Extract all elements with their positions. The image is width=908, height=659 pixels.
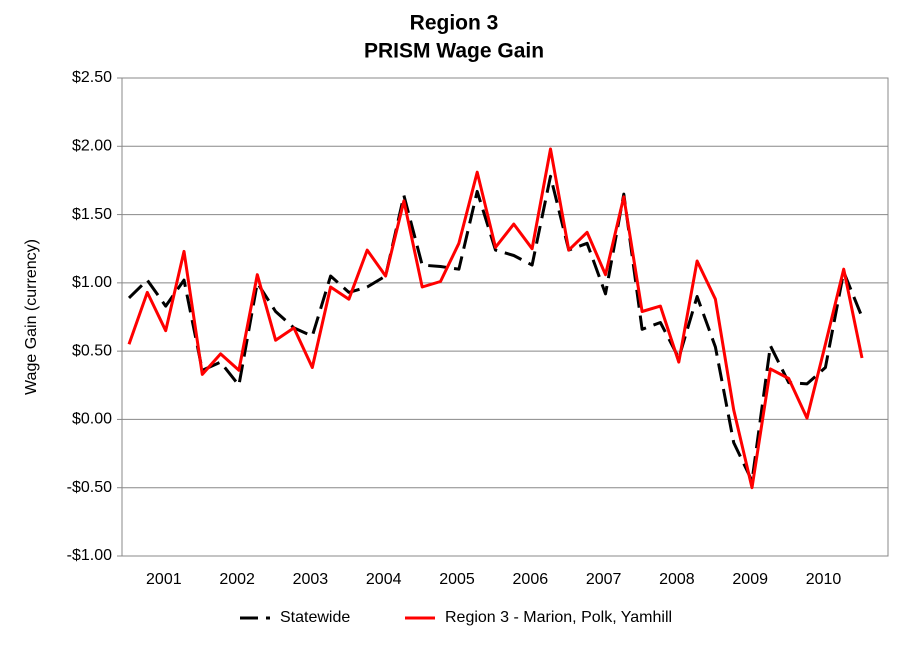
y-tick-label: $0.00 xyxy=(72,411,112,428)
chart-subtitle: PRISM Wage Gain xyxy=(364,40,544,63)
series-line xyxy=(127,147,864,490)
x-tick-label: 2005 xyxy=(439,571,475,588)
y-tick-label: $2.00 xyxy=(72,138,112,155)
plot-area xyxy=(121,77,889,557)
x-tick-label: 2007 xyxy=(586,571,622,588)
series-line xyxy=(127,174,864,483)
y-tick-label: $2.50 xyxy=(72,69,112,86)
legend-label: Statewide xyxy=(280,609,350,626)
x-tick-label: 2009 xyxy=(732,571,768,588)
y-axis-label: Wage Gain (currency) xyxy=(23,239,40,395)
x-tick-label: 2008 xyxy=(659,571,695,588)
x-tick-label: 2002 xyxy=(219,571,255,588)
x-tick-label: 2001 xyxy=(146,571,182,588)
chart-title: Region 3 xyxy=(410,12,499,35)
x-tick-label: 2003 xyxy=(293,571,329,588)
x-tick-label: 2006 xyxy=(513,571,549,588)
legend-label: Region 3 - Marion, Polk, Yamhill xyxy=(445,609,672,626)
y-tick-label: $0.50 xyxy=(72,342,112,359)
x-tick-label: 2004 xyxy=(366,571,402,588)
y-tick-label: -$1.00 xyxy=(67,547,112,564)
y-tick-label: $1.50 xyxy=(72,206,112,223)
y-tick-label: -$0.50 xyxy=(67,479,112,496)
y-tick-label: $1.00 xyxy=(72,274,112,291)
x-tick-label: 2010 xyxy=(806,571,842,588)
